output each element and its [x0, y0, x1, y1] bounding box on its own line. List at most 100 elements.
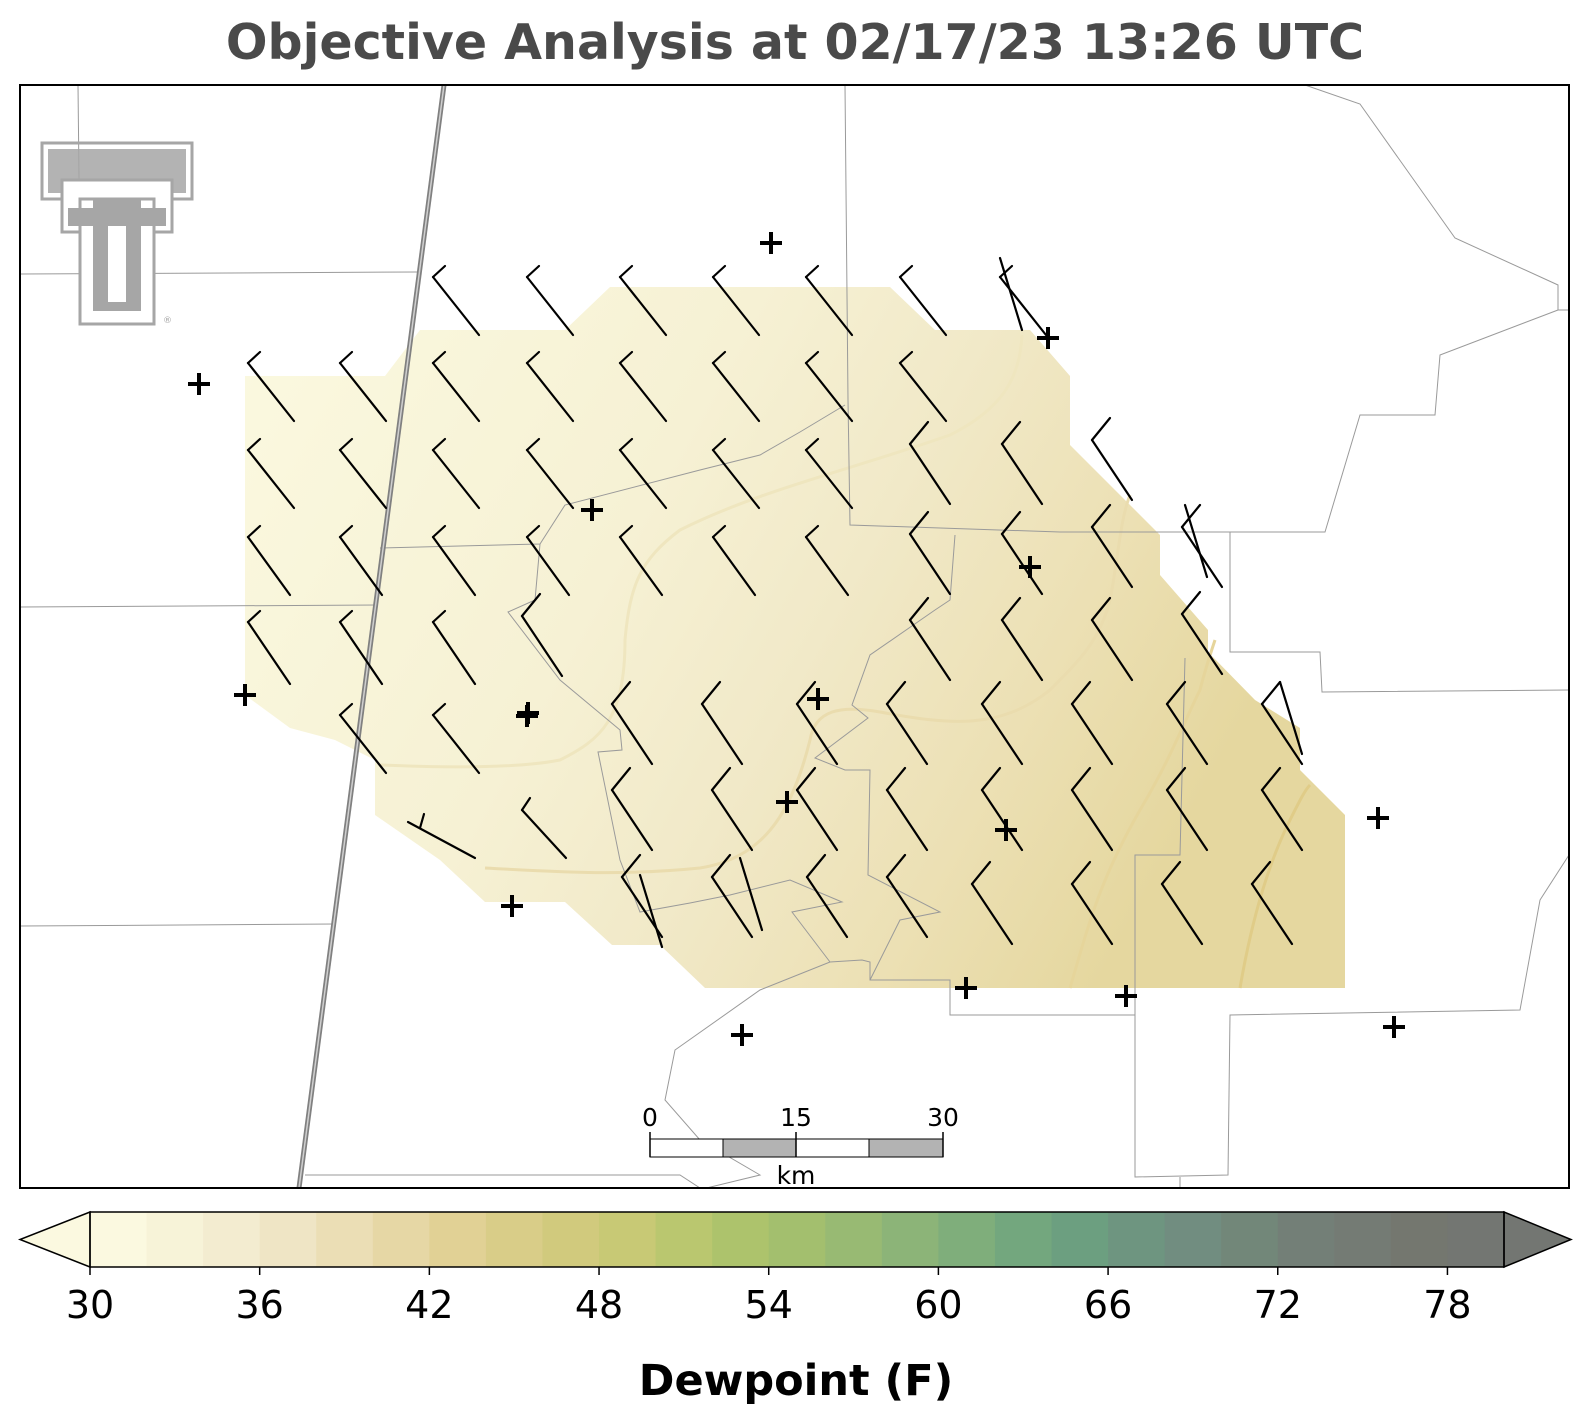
- dewpoint-contour: [379, 334, 1024, 769]
- wind-barb: [431, 350, 481, 423]
- wind-barb: [908, 596, 952, 682]
- colorbar-segment: [825, 1212, 883, 1267]
- wind-barb: [1090, 416, 1134, 502]
- colorbar-tick-label: 78: [1423, 1283, 1471, 1327]
- wind-barb: [1180, 590, 1224, 676]
- wind-barb: [980, 766, 1024, 852]
- wind-barb: [246, 350, 296, 423]
- wind-barb: [795, 680, 839, 766]
- wind-barb: [618, 524, 664, 597]
- wind-barb: [1250, 860, 1294, 946]
- wind-barb: [1070, 860, 1114, 946]
- map-frame: [19, 84, 1570, 1189]
- wind-barb: [338, 524, 384, 597]
- station-marker: [955, 977, 977, 999]
- wind-barb: [804, 524, 850, 597]
- wind-barb: [338, 437, 388, 510]
- colorbar-tick-label: 48: [575, 1283, 623, 1327]
- scale-label-0: 0: [642, 1103, 658, 1132]
- wind-barb: [711, 437, 761, 510]
- wind-barb: [246, 524, 292, 597]
- wind-barb: [1183, 503, 1209, 579]
- wind-barb: [525, 437, 575, 510]
- station-marker: [731, 1024, 753, 1046]
- station-markers: [188, 232, 1405, 1046]
- state-line-inner: [298, 85, 445, 1188]
- wind-barb: [1278, 680, 1304, 756]
- station-marker: [501, 895, 523, 917]
- colorbar-label: Dewpoint (F): [639, 1356, 953, 1406]
- wind-barb: [520, 796, 568, 860]
- station-marker: [995, 819, 1017, 841]
- colorbar-outline: [89, 1211, 1505, 1268]
- wind-barb: [338, 609, 384, 686]
- station-marker: [188, 373, 210, 395]
- wind-barb: [525, 264, 575, 337]
- wind-barb: [431, 702, 481, 775]
- colorbar-segment: [1277, 1212, 1335, 1267]
- colorbar-segment: [316, 1212, 374, 1267]
- wind-barb: [885, 853, 929, 939]
- colorbar-segment: [994, 1212, 1053, 1267]
- station-marker: [1115, 985, 1137, 1007]
- dewpoint-contour: [1238, 783, 1312, 989]
- wind-barb: [804, 437, 854, 510]
- wind-barb: [431, 609, 477, 686]
- wind-barb: [1165, 766, 1209, 852]
- wind-barb: [700, 680, 744, 766]
- colorbar-segment: [1164, 1212, 1222, 1267]
- map-panel: [20, 85, 1569, 1188]
- station-marker: [581, 499, 603, 521]
- colorbar: 30 36 42 48 54 60 66 72 78: [17, 1210, 1573, 1327]
- colorbar-segment: [1447, 1212, 1505, 1267]
- colorbar-segment: [1390, 1212, 1449, 1267]
- station-marker: [1367, 807, 1389, 829]
- colorbar-tick-label: 60: [914, 1283, 962, 1327]
- station-marker: [760, 232, 782, 254]
- colorbar-segment: [1051, 1212, 1109, 1267]
- station-marker: [776, 791, 798, 813]
- colorbar-segment: [1221, 1212, 1279, 1267]
- wind-barb: [738, 856, 764, 932]
- colorbar-extend-low: [17, 1210, 91, 1269]
- wind-barb: [431, 264, 481, 337]
- wind-barb: [980, 680, 1024, 766]
- dewpoint-field: [245, 287, 1345, 988]
- colorbar-segment: [542, 1212, 600, 1267]
- station-marker: [516, 705, 538, 727]
- wind-barb: [338, 702, 388, 775]
- wind-barb: [908, 510, 952, 596]
- wind-barb: [431, 437, 481, 510]
- wind-barb: [885, 680, 929, 766]
- wind-barb: [610, 680, 654, 766]
- wind-barb: [246, 609, 292, 686]
- wind-barb: [246, 437, 296, 510]
- colorbar-segment: [90, 1212, 148, 1267]
- colorbar-segment: [259, 1212, 317, 1267]
- colorbar-segment: [938, 1212, 996, 1267]
- wind-barb: [1090, 596, 1134, 682]
- map-title: Objective Analysis at 02/17/23 13:26 UTC: [226, 14, 1364, 71]
- wind-barb: [431, 524, 477, 597]
- double-t-logo: ®: [40, 141, 194, 326]
- wind-barb: [711, 350, 761, 423]
- wind-barb: [970, 860, 1014, 946]
- station-marker: [234, 684, 256, 706]
- wind-barb: [338, 350, 388, 423]
- wind-barb: [525, 350, 575, 423]
- registered-mark: ®: [163, 316, 172, 326]
- colorbar-segment: [599, 1212, 657, 1267]
- colorbar-extend-high: [1503, 1210, 1573, 1269]
- station-marker: [1019, 556, 1041, 578]
- wind-barb: [998, 256, 1024, 332]
- wind-barb: [1165, 680, 1209, 766]
- wind-barb: [805, 853, 849, 939]
- dewpoint-contour: [484, 494, 1132, 875]
- scale-label-30: 30: [927, 1103, 959, 1132]
- wind-barb: [1070, 766, 1114, 852]
- wind-barb: [638, 873, 664, 949]
- station-marker: [807, 688, 829, 710]
- station-marker: [1037, 327, 1059, 349]
- wind-barb: [711, 264, 761, 337]
